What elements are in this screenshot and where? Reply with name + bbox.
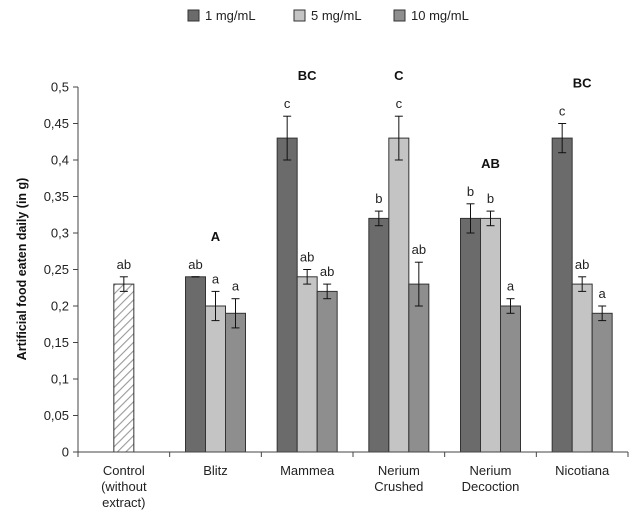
significance-letter: a [232, 279, 240, 294]
bar [388, 137, 410, 453]
bar [296, 276, 318, 453]
bar [276, 137, 298, 453]
significance-letter: c [284, 96, 291, 111]
x-category-label: Mammea [280, 463, 335, 478]
bar [551, 137, 573, 453]
x-category-label-line: Mammea [280, 463, 335, 478]
y-tick-label: 0,45 [44, 116, 69, 131]
significance-letter: ab [320, 264, 334, 279]
y-tick-label: 0,05 [44, 408, 69, 423]
legend-label: 1 mg/mL [205, 8, 256, 23]
legend-item: 1 mg/mL [187, 8, 256, 23]
x-category-label-line: Control [103, 463, 145, 478]
x-axis: Control (without extract) Blitz Mammea Nerium… [77, 451, 629, 510]
bar-group: ab [113, 257, 135, 453]
group-significance-label: BC [298, 68, 317, 83]
bar [460, 217, 481, 453]
group-significance-label: A [211, 229, 221, 244]
bar-group: b c ab C [368, 68, 430, 453]
x-category-label: Nerium Decoction [462, 463, 520, 494]
y-tick-label: 0,3 [51, 226, 69, 241]
significance-letter: b [487, 191, 494, 206]
legend-swatch [293, 9, 306, 22]
bar [591, 312, 613, 453]
y-tick-label: 0,35 [44, 189, 69, 204]
legend-swatch [393, 9, 406, 22]
legend-item: 5 mg/mL [293, 8, 362, 23]
x-category-label-line: Nicotiana [555, 463, 610, 478]
significance-letter: b [375, 191, 382, 206]
x-category-label: Blitz [203, 463, 228, 478]
group-significance-label: AB [481, 156, 500, 171]
significance-letter: ab [188, 257, 202, 272]
x-category-label-line: Blitz [203, 463, 228, 478]
bar [316, 290, 338, 453]
x-category-label-line: Decoction [462, 479, 520, 494]
x-category-label-line: extract) [102, 495, 145, 510]
bar-group: b b a AB [460, 156, 521, 453]
significance-letter: c [559, 104, 566, 119]
bar [225, 312, 246, 453]
significance-letter: a [212, 271, 220, 286]
y-tick-label: 0,2 [51, 299, 69, 314]
x-category-label: Control (without extract) [101, 463, 147, 510]
y-tick-label: 0,1 [51, 372, 69, 387]
significance-letter: ab [117, 257, 131, 272]
bar [113, 283, 135, 453]
x-category-label-line: Nerium [378, 463, 420, 478]
bar [368, 217, 390, 453]
legend-label: 5 mg/mL [311, 8, 362, 23]
y-tick-label: 0,4 [51, 153, 69, 168]
significance-letter: ab [412, 242, 426, 257]
y-tick-label: 0,25 [44, 262, 69, 277]
x-category-label-line: Crushed [374, 479, 423, 494]
legend-swatch [187, 9, 200, 22]
legend-item: 10 mg/mL [393, 8, 469, 23]
bar [500, 305, 521, 453]
group-significance-label: C [394, 68, 404, 83]
y-axis: 0 0,05 0,1 0,15 0,2 0,25 0,3 0,35 0,4 0,45 0,5 [44, 80, 79, 460]
bar [185, 276, 206, 453]
significance-letter: c [396, 96, 403, 111]
x-category-label-line: (without [101, 479, 147, 494]
legend: 1 mg/mL 5 mg/mL 10 mg/mL [187, 8, 469, 23]
bar [408, 283, 430, 453]
significance-letter: ab [300, 250, 314, 265]
bar [205, 305, 226, 453]
y-tick-label: 0 [62, 445, 69, 460]
significance-letter: b [467, 184, 474, 199]
significance-letter: a [599, 286, 607, 301]
significance-letter: ab [575, 257, 589, 272]
significance-letter: a [507, 279, 515, 294]
bar [571, 283, 593, 453]
x-category-label: Nicotiana [555, 463, 610, 478]
legend-label: 10 mg/mL [411, 8, 469, 23]
bar-group: c aba BC [551, 76, 613, 453]
x-category-label-line: Nerium [470, 463, 512, 478]
bar [480, 217, 501, 453]
y-tick-label: 0,15 [44, 335, 69, 350]
group-significance-label: BC [573, 76, 592, 91]
y-axis-label: Artificial food eaten daily (in g) [15, 178, 29, 361]
y-tick-label: 0,5 [51, 80, 69, 95]
x-category-label: Nerium Crushed [374, 463, 423, 494]
bar-group: aba aA [185, 229, 246, 453]
